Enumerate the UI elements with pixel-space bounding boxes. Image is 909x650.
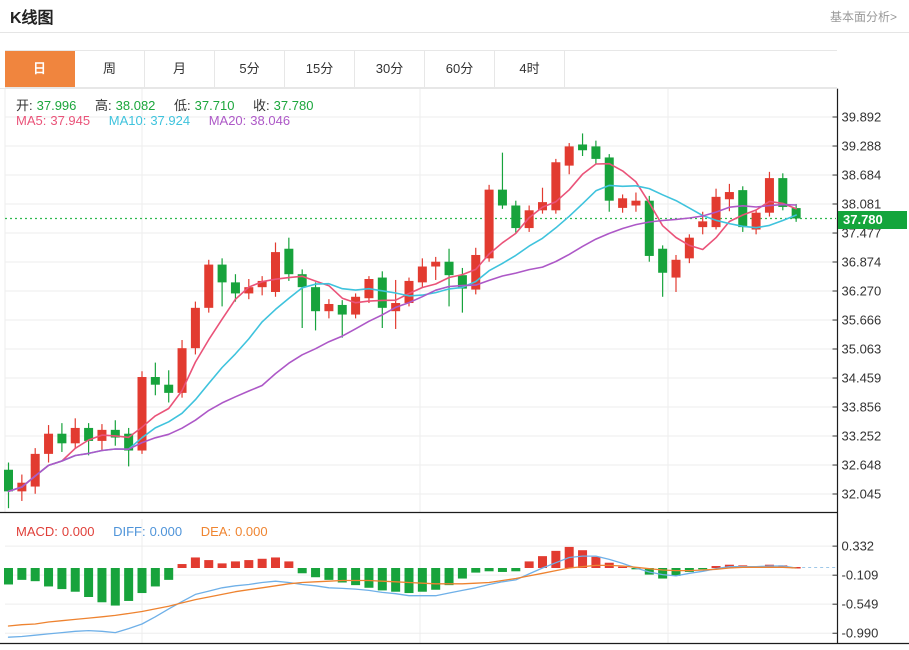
svg-text:35.666: 35.666 xyxy=(842,313,882,328)
ohlc-high: 高: 38.082 xyxy=(95,98,156,113)
ma-legend: MA5: 37.945 MA10: 37.924 MA20: 38.046 xyxy=(16,113,305,128)
macd-readout: MACD: 0.000 xyxy=(16,524,95,539)
ma10-readout: MA10: 37.924 xyxy=(108,113,191,128)
page-title: K线图 xyxy=(10,10,54,27)
svg-text:32.045: 32.045 xyxy=(842,487,882,502)
tab-item-6[interactable]: 60分 xyxy=(425,51,495,87)
tab-item-3[interactable]: 5分 xyxy=(215,51,285,87)
svg-text:37.477: 37.477 xyxy=(842,226,882,241)
tab-item-2[interactable]: 月 xyxy=(145,51,215,87)
fundamental-analysis-link[interactable]: 基本面分析> xyxy=(829,9,897,24)
macd-legend: MACD: 0.000 DIFF: 0.000 DEA: 0.000 xyxy=(16,524,283,539)
tab-item-7[interactable]: 4时 xyxy=(495,51,565,87)
tab-item-4[interactable]: 15分 xyxy=(285,51,355,87)
ma20-readout: MA20: 38.046 xyxy=(208,113,291,128)
svg-text:-0.990: -0.990 xyxy=(842,626,879,641)
svg-text:39.892: 39.892 xyxy=(842,110,882,125)
svg-text:32.648: 32.648 xyxy=(842,458,882,473)
tab-item-5[interactable]: 30分 xyxy=(355,51,425,87)
ohlc-close: 收: 37.780 xyxy=(253,98,314,113)
tab-item-1[interactable]: 周 xyxy=(75,51,145,87)
ma5-readout: MA5: 37.945 xyxy=(16,113,91,128)
ohlc-open: 开: 37.996 xyxy=(16,98,77,113)
svg-text:35.063: 35.063 xyxy=(842,342,882,357)
tab-item-0[interactable]: 日 xyxy=(5,51,75,87)
ohlc-legend: 开: 37.996 高: 38.082 低: 37.710 收: 37.780 xyxy=(16,95,328,114)
svg-text:33.252: 33.252 xyxy=(842,429,882,444)
svg-text:36.874: 36.874 xyxy=(842,254,882,269)
interval-tab-bar: 日周月 5分 15分 30分 60分 4时 xyxy=(5,50,837,88)
current-price-label: 37.780 xyxy=(838,211,907,229)
svg-text:-0.109: -0.109 xyxy=(842,568,879,583)
svg-text:38.081: 38.081 xyxy=(842,197,882,212)
svg-text:33.856: 33.856 xyxy=(842,399,882,414)
diff-readout: DIFF: 0.000 xyxy=(113,524,183,539)
page-header: K线图 基本面分析> xyxy=(0,0,909,33)
svg-text:0.332: 0.332 xyxy=(842,539,875,554)
tab-bar-filler xyxy=(565,51,837,87)
dea-readout: DEA: 0.000 xyxy=(200,524,268,539)
svg-text:-0.549: -0.549 xyxy=(842,597,879,612)
svg-text:39.288: 39.288 xyxy=(842,139,882,154)
svg-text:38.684: 38.684 xyxy=(842,168,882,183)
svg-text:36.270: 36.270 xyxy=(842,284,882,299)
ohlc-low: 低: 37.710 xyxy=(174,98,235,113)
svg-text:34.459: 34.459 xyxy=(842,371,882,386)
